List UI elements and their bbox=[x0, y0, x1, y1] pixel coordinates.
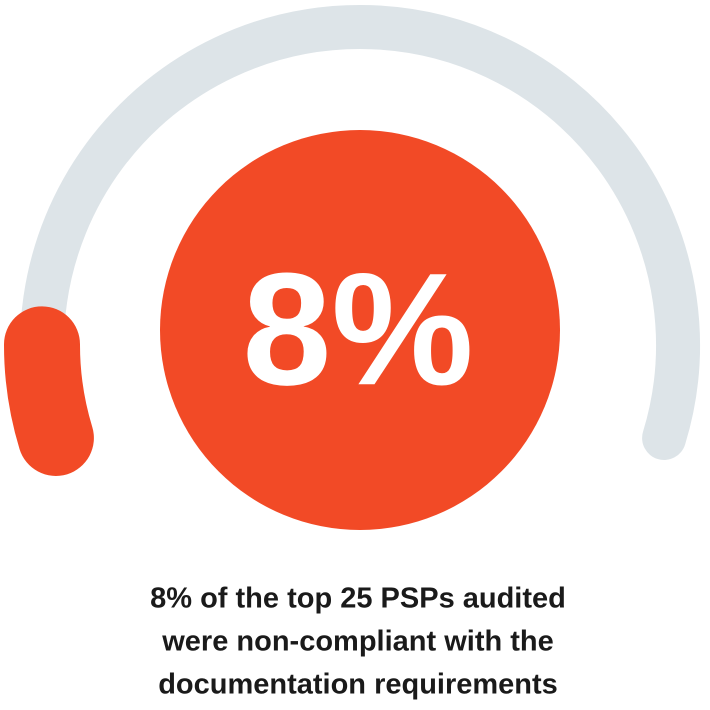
caption-line: 8% of the top 25 PSPs audited bbox=[150, 583, 566, 615]
value-label: 8% bbox=[242, 239, 473, 418]
center-disc bbox=[160, 130, 560, 530]
gauge-value bbox=[4, 306, 94, 476]
caption-line: were non-compliant with the bbox=[161, 626, 554, 658]
caption-line: documentation requirements bbox=[158, 669, 558, 701]
gauge-track bbox=[20, 5, 700, 460]
